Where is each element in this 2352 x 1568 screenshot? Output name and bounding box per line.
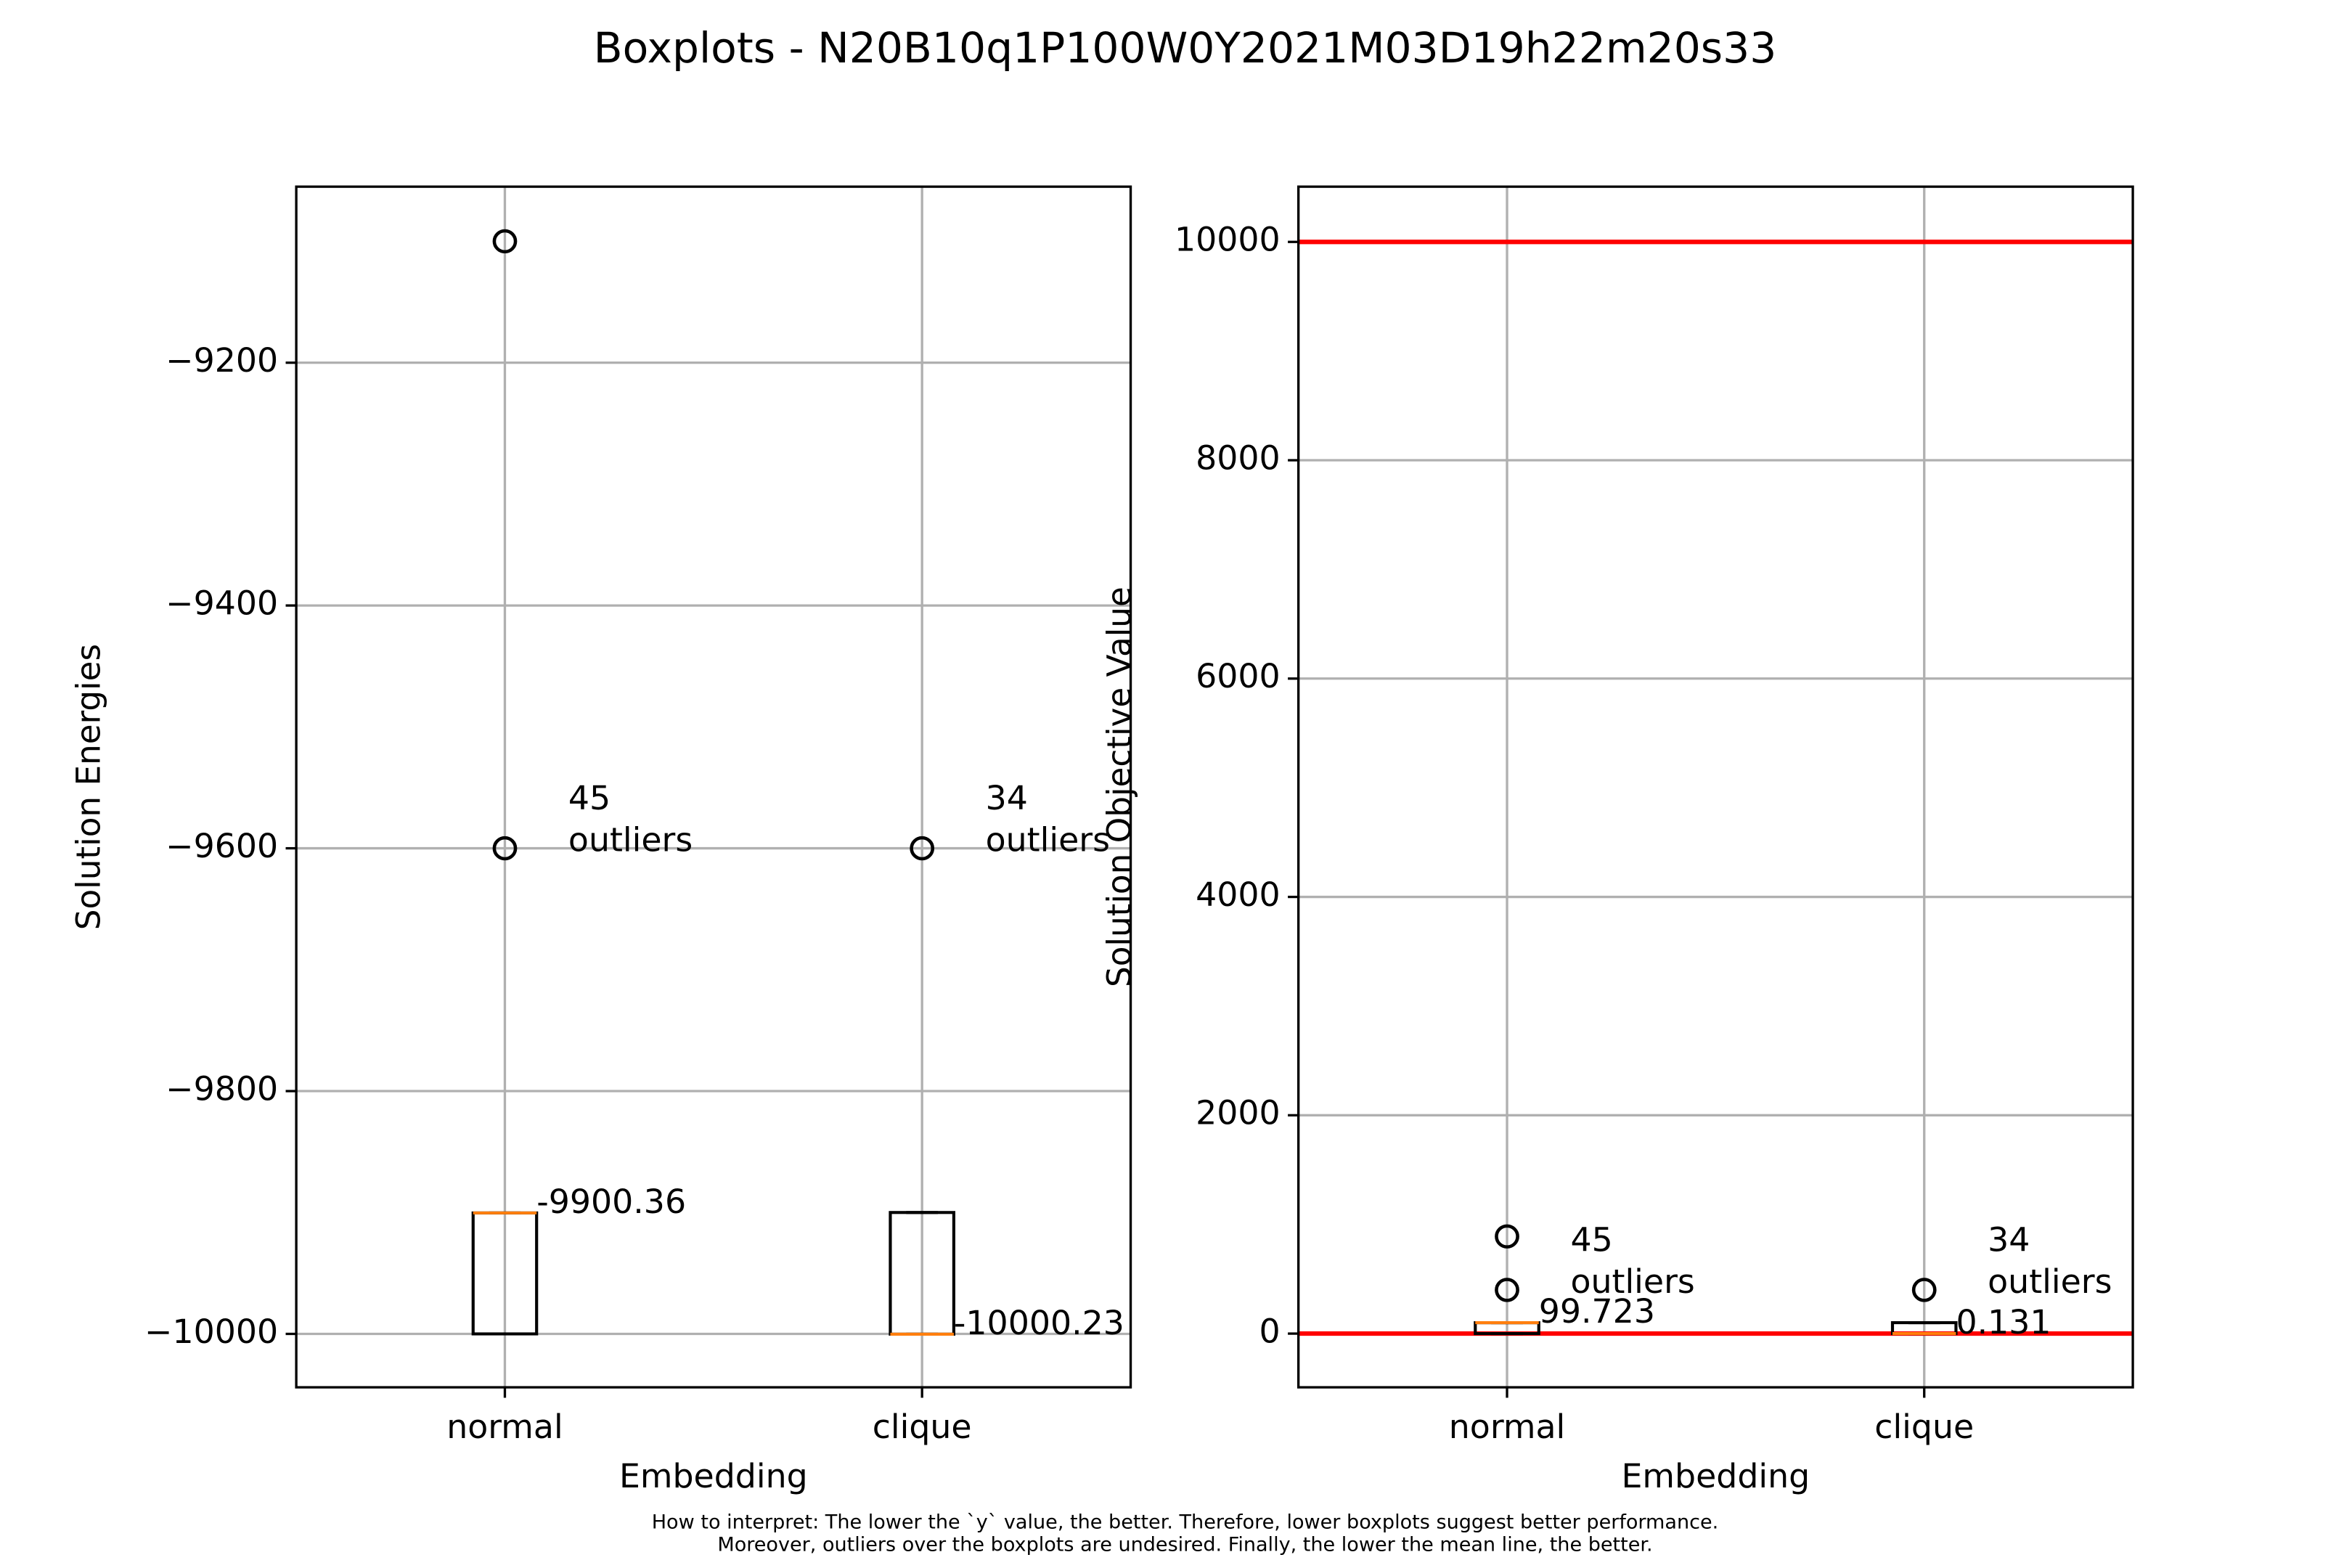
median-label: 0.131 (1956, 1303, 2051, 1342)
y-tick-label: −9400 (166, 584, 278, 623)
outlier (1495, 1224, 1519, 1249)
note: Moreover, outliers over the boxplots are… (717, 1534, 1652, 1556)
y-tick-label: 0 (1259, 1312, 1281, 1351)
x-tick-label: clique (873, 1408, 972, 1446)
outlier-label: outliers (986, 821, 1110, 859)
outlier-label: outliers (1570, 1262, 1694, 1301)
axes-frame (295, 185, 1132, 1389)
outlier (1495, 1278, 1519, 1302)
x-tick-label: clique (1874, 1408, 1974, 1446)
y-tick-label: 6000 (1196, 657, 1281, 695)
outlier (492, 836, 518, 861)
axes-frame (1297, 185, 2134, 1389)
y-tick-label: 4000 (1196, 875, 1281, 914)
outlier-count: 45 (1570, 1221, 1612, 1259)
note: How to interpret: The lower the `y` valu… (652, 1511, 1719, 1534)
outlier-count: 45 (568, 779, 611, 817)
figure-title: Boxplots - N20B10q1P100W0Y2021M03D19h22m… (594, 23, 1777, 73)
outlier-count: 34 (986, 779, 1028, 817)
y-tick-label: 2000 (1196, 1094, 1281, 1132)
x-tick-label: normal (1449, 1408, 1565, 1446)
outlier-count: 34 (1988, 1221, 2030, 1259)
outlier (1911, 1278, 1937, 1302)
x-axis-label: Embedding (619, 1457, 808, 1495)
y-tick-label: −9600 (166, 827, 278, 865)
outlier (492, 229, 518, 254)
y-axis-label: Solution Energies (69, 644, 107, 930)
median-label: -10000.23 (954, 1304, 1124, 1342)
y-tick-label: −9200 (166, 341, 278, 380)
y-tick-label: 8000 (1196, 439, 1281, 478)
x-tick-label: normal (446, 1408, 563, 1446)
outlier (910, 836, 935, 861)
y-tick-label: 10000 (1175, 221, 1281, 259)
y-tick-label: −9800 (166, 1070, 278, 1108)
x-axis-label: Embedding (1622, 1457, 1810, 1495)
y-tick-label: −10000 (144, 1312, 278, 1351)
median-label: -9900.36 (536, 1183, 686, 1221)
outlier-label: outliers (1988, 1262, 2112, 1301)
y-axis-label: Solution Objective Value (1100, 587, 1138, 987)
outlier-label: outliers (568, 821, 693, 859)
median-label: 99.723 (1539, 1292, 1655, 1331)
